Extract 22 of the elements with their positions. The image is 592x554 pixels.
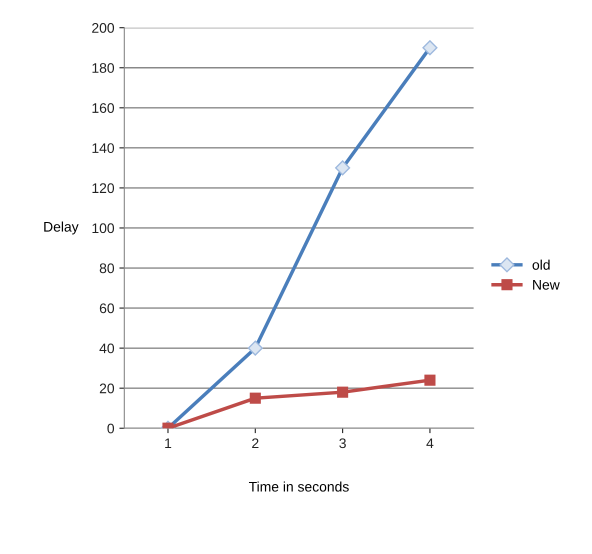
- y-tick-label: 200: [92, 23, 114, 33]
- y-tick-label: 0: [107, 424, 114, 434]
- x-tick-label: 3: [339, 438, 346, 448]
- x-axis-title: Time in seconds: [248, 481, 349, 492]
- y-tick-label: 120: [92, 183, 114, 194]
- y-tick-label: 80: [100, 263, 114, 274]
- x-tick-label: 4: [426, 438, 434, 448]
- point: [424, 374, 436, 386]
- y-tick-label: 180: [92, 63, 114, 73]
- y-tick-label: 160: [92, 103, 114, 113]
- x-tick-label: 1: [165, 438, 172, 448]
- legend-label: New: [533, 280, 560, 290]
- y-tick-label: 100: [92, 223, 114, 234]
- y-tick-label: 20: [100, 384, 114, 394]
- x-tick-label: 2: [252, 438, 258, 448]
- y-tick-label: 40: [99, 343, 114, 354]
- point: [337, 386, 348, 398]
- y-tick-label: 140: [92, 143, 114, 154]
- legend-label: old: [532, 260, 550, 270]
- point: [250, 392, 261, 404]
- y-tick-label: 60: [100, 303, 114, 314]
- y-axis-title: Delay: [44, 221, 79, 234]
